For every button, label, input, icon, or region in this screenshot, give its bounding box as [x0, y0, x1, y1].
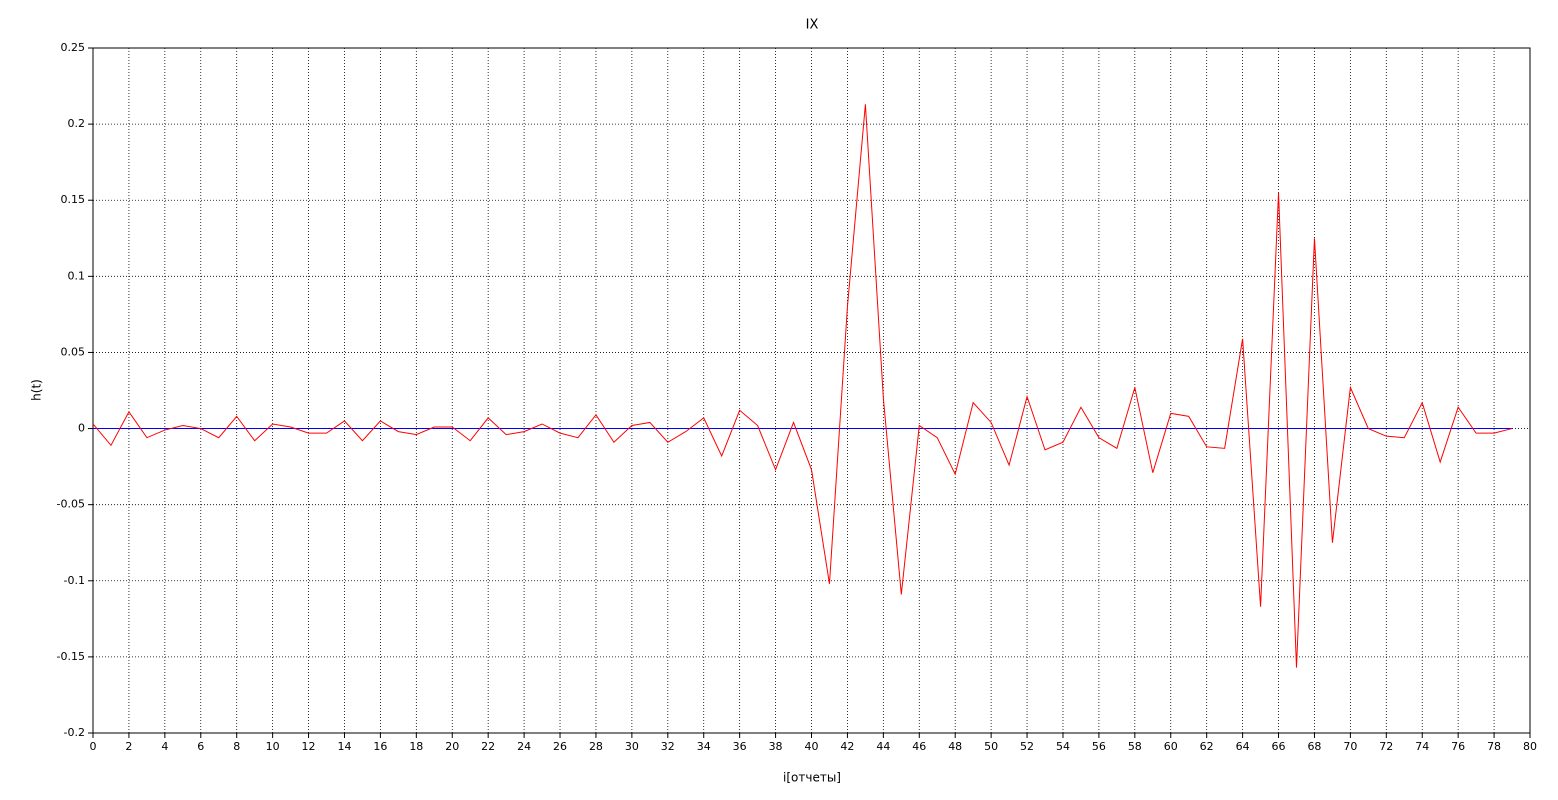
x-tick-label: 60 — [1164, 740, 1178, 753]
x-tick-label: 34 — [697, 740, 711, 753]
x-tick-label: 54 — [1056, 740, 1070, 753]
x-tick-label: 14 — [337, 740, 351, 753]
x-tick-label: 6 — [197, 740, 204, 753]
x-tick-label: 48 — [948, 740, 962, 753]
y-tick-label: -0.2 — [64, 726, 85, 739]
x-tick-label: 24 — [517, 740, 531, 753]
x-tick-label: 22 — [481, 740, 495, 753]
y-tick-label: 0.05 — [61, 345, 86, 358]
x-tick-label: 64 — [1236, 740, 1250, 753]
x-tick-label: 30 — [625, 740, 639, 753]
x-tick-label: 20 — [445, 740, 459, 753]
x-tick-label: 52 — [1020, 740, 1034, 753]
y-tick-label: 0.2 — [68, 117, 86, 130]
y-tick-label: 0.1 — [68, 269, 86, 282]
y-tick-label: -0.1 — [64, 574, 85, 587]
x-tick-label: 66 — [1272, 740, 1286, 753]
x-tick-label: 28 — [589, 740, 603, 753]
x-tick-label: 78 — [1487, 740, 1501, 753]
y-tick-label: -0.05 — [57, 498, 85, 511]
x-tick-label: 12 — [302, 740, 316, 753]
x-axis-label: i[отчеты] — [783, 771, 841, 785]
x-tick-label: 72 — [1379, 740, 1393, 753]
y-tick-label: -0.15 — [57, 650, 85, 663]
x-tick-label: 2 — [125, 740, 132, 753]
plot-frame — [92, 47, 1531, 734]
y-axis-label: h(t) — [30, 379, 44, 401]
x-tick-label: 42 — [840, 740, 854, 753]
x-tick-label: 10 — [266, 740, 280, 753]
y-tick-label: 0.25 — [61, 41, 86, 54]
x-tick-label: 26 — [553, 740, 567, 753]
x-tick-label: 38 — [769, 740, 783, 753]
x-tick-label: 76 — [1451, 740, 1465, 753]
x-tick-label: 62 — [1200, 740, 1214, 753]
x-tick-label: 44 — [876, 740, 890, 753]
y-tick-label: 0.15 — [61, 193, 86, 206]
x-tick-label: 4 — [161, 740, 168, 753]
x-tick-label: 80 — [1523, 740, 1537, 753]
series-line — [92, 104, 1513, 668]
chart-title: IX — [806, 18, 819, 33]
x-tick-label: 46 — [912, 740, 926, 753]
x-tick-label: 74 — [1415, 740, 1429, 753]
x-tick-label: 16 — [373, 740, 387, 753]
x-tick-label: 68 — [1307, 740, 1321, 753]
x-tick-label: 8 — [233, 740, 240, 753]
x-tick-label: 40 — [805, 740, 819, 753]
x-tick-label: 58 — [1128, 740, 1142, 753]
x-tick-label: 0 — [90, 740, 97, 753]
x-tick-label: 50 — [984, 740, 998, 753]
x-tick-label: 70 — [1343, 740, 1357, 753]
y-tick-label: 0 — [78, 422, 85, 435]
x-tick-label: 18 — [409, 740, 423, 753]
x-tick-label: 56 — [1092, 740, 1106, 753]
x-tick-label: 32 — [661, 740, 675, 753]
x-tick-label: 36 — [733, 740, 747, 753]
